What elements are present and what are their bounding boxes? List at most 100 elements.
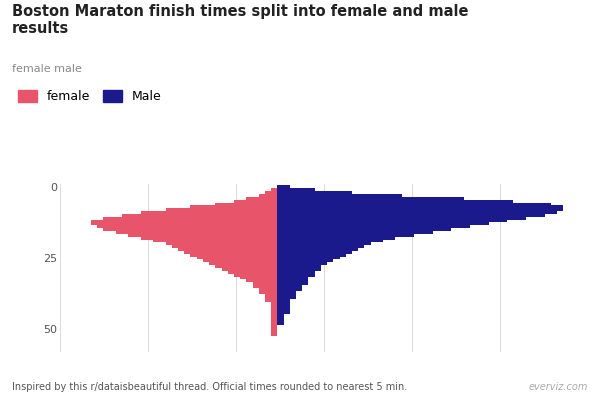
Bar [277, 225, 470, 228]
Bar [247, 279, 277, 282]
Text: everviz.com: everviz.com [529, 382, 588, 392]
Bar [277, 274, 314, 276]
Bar [197, 257, 277, 260]
Bar [253, 285, 277, 288]
Bar [153, 240, 277, 242]
Bar [271, 188, 277, 191]
Bar [277, 265, 321, 268]
Bar [240, 276, 277, 279]
Bar [277, 197, 464, 200]
Bar [184, 251, 277, 254]
Bar [190, 205, 277, 208]
Bar [128, 234, 277, 237]
Bar [203, 260, 277, 262]
Bar [277, 208, 563, 211]
Bar [277, 194, 401, 197]
Bar [91, 222, 277, 225]
Bar [247, 197, 277, 200]
Bar [265, 294, 277, 296]
Bar [277, 257, 340, 260]
Bar [277, 202, 551, 205]
Bar [271, 319, 277, 322]
Bar [277, 308, 290, 311]
Bar [277, 305, 290, 308]
Bar [277, 240, 383, 242]
Bar [178, 248, 277, 251]
Bar [271, 314, 277, 316]
Bar [277, 251, 352, 254]
Bar [277, 282, 308, 285]
Bar [265, 296, 277, 299]
Bar [271, 322, 277, 325]
Bar [277, 211, 557, 214]
Text: Boston Maraton finish times split into female and male
results: Boston Maraton finish times split into f… [12, 4, 469, 36]
Bar [277, 242, 371, 245]
Bar [277, 248, 358, 251]
Bar [277, 268, 321, 271]
Bar [234, 200, 277, 202]
Bar [277, 237, 395, 240]
Bar [271, 325, 277, 328]
Bar [265, 191, 277, 194]
Bar [277, 314, 284, 316]
Bar [259, 194, 277, 197]
Bar [277, 316, 284, 319]
Bar [277, 279, 308, 282]
Text: Inspired by this r/dataisbeautiful thread. Official times rounded to nearest 5 m: Inspired by this r/dataisbeautiful threa… [12, 382, 407, 392]
Bar [141, 237, 277, 240]
Bar [271, 328, 277, 331]
Bar [277, 271, 314, 274]
Bar [271, 305, 277, 308]
Bar [277, 299, 290, 302]
Bar [190, 254, 277, 257]
Bar [277, 245, 364, 248]
Bar [271, 316, 277, 319]
Bar [271, 331, 277, 334]
Bar [221, 268, 277, 271]
Bar [265, 299, 277, 302]
Bar [271, 311, 277, 314]
Bar [215, 265, 277, 268]
Bar [277, 296, 296, 299]
Bar [234, 274, 277, 276]
Bar [277, 200, 514, 202]
Bar [277, 285, 302, 288]
Bar [271, 308, 277, 311]
Bar [277, 291, 296, 294]
Bar [277, 234, 414, 237]
Bar [271, 334, 277, 336]
Bar [277, 222, 488, 225]
Bar [259, 291, 277, 294]
Bar [277, 228, 451, 231]
Bar [97, 225, 277, 228]
Bar [277, 205, 563, 208]
Bar [253, 282, 277, 285]
Bar [277, 302, 290, 305]
Bar [277, 186, 290, 188]
Bar [277, 220, 507, 222]
Bar [116, 231, 277, 234]
Legend: female, Male: female, Male [18, 90, 161, 103]
Bar [259, 288, 277, 291]
Bar [228, 271, 277, 274]
Bar [277, 311, 290, 314]
Bar [271, 302, 277, 305]
Bar [277, 262, 327, 265]
Bar [277, 276, 308, 279]
Bar [209, 262, 277, 265]
Bar [277, 254, 346, 257]
Bar [277, 260, 334, 262]
Bar [277, 294, 296, 296]
Bar [277, 288, 302, 291]
Bar [122, 214, 277, 217]
Bar [277, 319, 284, 322]
Bar [166, 208, 277, 211]
Bar [277, 231, 433, 234]
Bar [141, 211, 277, 214]
Bar [277, 191, 352, 194]
Bar [277, 214, 545, 217]
Bar [166, 242, 277, 245]
Bar [277, 188, 314, 191]
Bar [103, 217, 277, 220]
Bar [91, 220, 277, 222]
